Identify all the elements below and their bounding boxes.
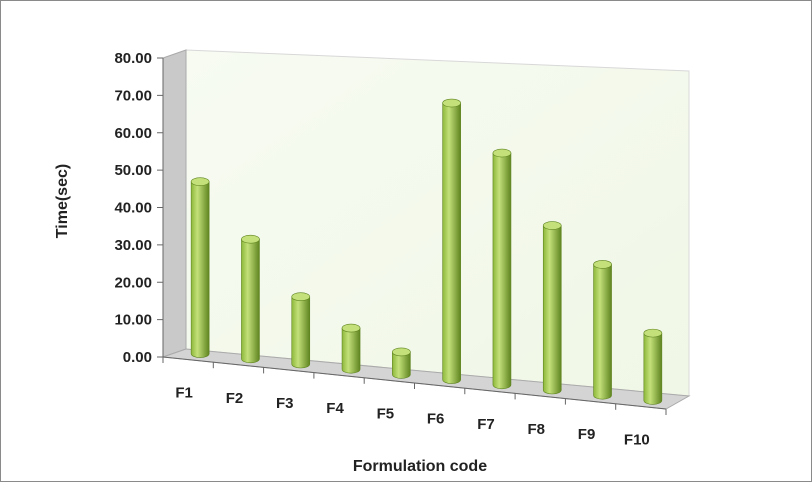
- bar-body: [542, 225, 562, 395]
- x-tick-label: F8: [527, 421, 545, 438]
- bar-top-cap: [241, 234, 260, 244]
- bar-top-cap: [442, 98, 461, 108]
- bar-top-cap: [341, 323, 361, 333]
- bar-body: [241, 238, 260, 364]
- bar-f1: [190, 177, 210, 358]
- x-axis-ticks: [162, 357, 667, 415]
- bar-body: [442, 102, 461, 384]
- x-tick-label: F1: [175, 385, 193, 402]
- bar-f5: [392, 347, 411, 379]
- bar-f10: [643, 328, 663, 405]
- y-tick-label: 80.00: [114, 50, 152, 67]
- x-axis-title: Formulation code: [353, 458, 487, 475]
- bar-top-cap: [593, 260, 612, 269]
- chart-side-wall: [162, 49, 187, 358]
- bar-f4: [341, 323, 361, 374]
- x-tick-label: F5: [377, 405, 395, 422]
- y-tick-label: 40.00: [114, 200, 152, 217]
- x-tick-label: F2: [226, 390, 244, 407]
- y-tick-label: 10.00: [114, 312, 152, 329]
- bar-body: [643, 332, 663, 405]
- x-tick-label: F6: [427, 411, 445, 428]
- x-tick-label: F10: [624, 431, 650, 448]
- x-tick-label: F4: [326, 400, 344, 417]
- x-axis-labels: F1 F2 F3 F4 F5 F6 F7 F8 F9 F10: [175, 385, 649, 449]
- y-tick-label: 30.00: [114, 237, 152, 254]
- bar-body: [190, 181, 210, 358]
- y-tick-label: 20.00: [114, 274, 152, 291]
- y-axis-ticks: 0.00 10.00 20.00 30.00 40.00 50.00 60.00 70.00 8…: [114, 50, 163, 366]
- y-axis-title: Time(sec): [54, 164, 71, 238]
- bar-top-cap: [291, 292, 311, 302]
- bar-f2: [241, 234, 260, 364]
- x-tick-label: F3: [276, 395, 294, 412]
- x-tick-label: F9: [578, 426, 596, 443]
- bar-top-cap: [542, 221, 562, 230]
- bar-body: [593, 264, 612, 400]
- y-tick-label: 60.00: [114, 125, 152, 142]
- bar-top-cap: [492, 148, 512, 158]
- bar-top-cap: [643, 328, 663, 338]
- bars: [190, 98, 663, 405]
- y-tick-label: 50.00: [114, 162, 152, 179]
- bar-top-cap: [190, 177, 210, 186]
- bar-body: [492, 152, 512, 390]
- bar-f9: [593, 260, 612, 400]
- bar-f8: [542, 221, 562, 395]
- bar-f3: [291, 292, 311, 369]
- chart-back-wall: [185, 49, 690, 397]
- bar-body: [341, 327, 361, 374]
- bar-body: [392, 351, 411, 379]
- y-tick-label: 0.00: [123, 349, 152, 366]
- bar-top-cap: [392, 347, 411, 357]
- bar-body: [291, 296, 311, 369]
- bar-f7: [492, 148, 512, 390]
- bar-f6: [442, 98, 461, 384]
- y-tick-label: 70.00: [114, 87, 152, 104]
- x-tick-label: F7: [477, 416, 495, 433]
